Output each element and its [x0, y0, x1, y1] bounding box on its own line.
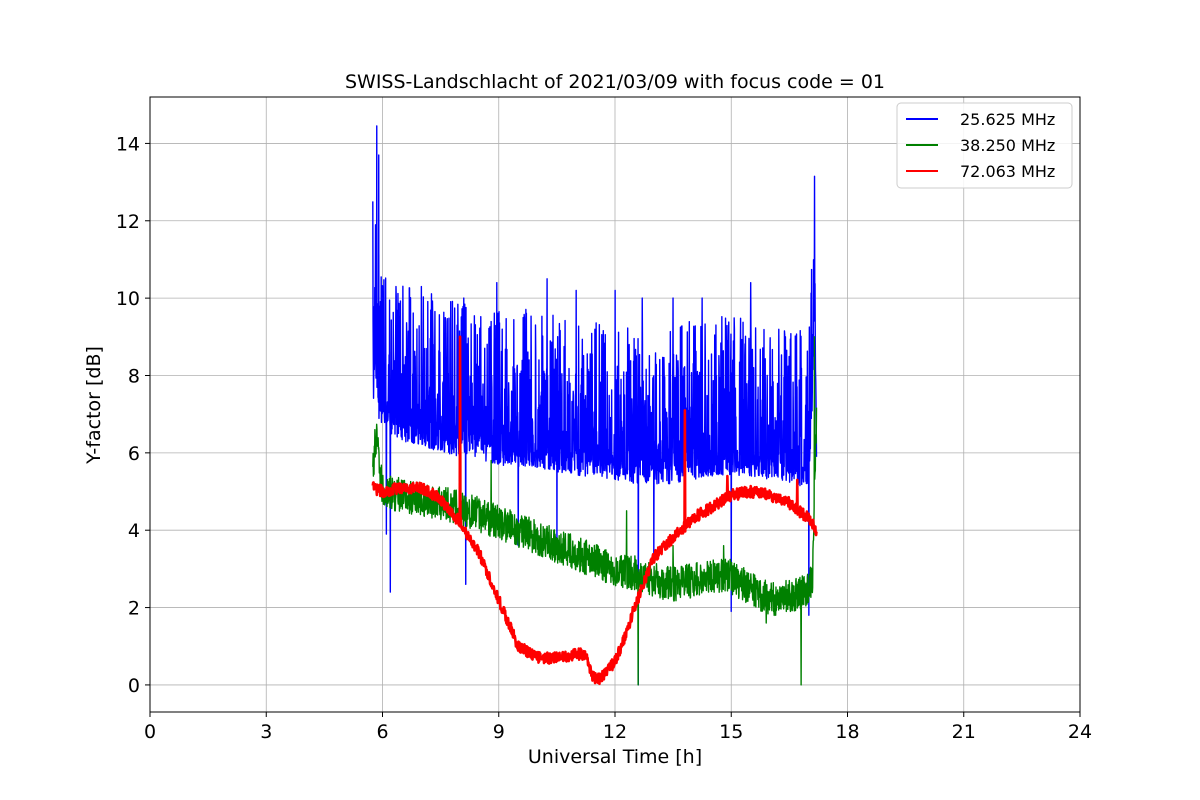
legend-label-1: 38.250 MHz [960, 136, 1055, 155]
x-tick-label: 24 [1068, 721, 1092, 743]
legend: 25.625 MHz 38.250 MHz 72.063 MHz [896, 102, 1073, 189]
x-tick-label: 21 [952, 721, 976, 743]
y-tick-label: 12 [116, 211, 140, 233]
y-tick-label: 4 [128, 520, 140, 542]
series-line-2 [371, 335, 818, 686]
x-tick-label: 6 [376, 721, 388, 743]
y-axis-label: Y-factor [dB] [83, 346, 105, 465]
x-tick-label: 0 [144, 721, 156, 743]
x-axis-label: Universal Time [h] [528, 746, 702, 768]
legend-box [896, 102, 1073, 189]
x-tick-label: 9 [493, 721, 505, 743]
y-tick-label: 2 [128, 598, 140, 620]
legend-label-0: 25.625 MHz [960, 110, 1055, 129]
legend-label-2: 72.063 MHz [960, 162, 1055, 181]
series-layer [371, 125, 818, 686]
y-tick-label: 8 [128, 365, 140, 387]
y-tick-label: 14 [116, 133, 140, 155]
y-tick-label: 0 [128, 675, 140, 697]
series-line-0 [372, 125, 818, 686]
x-tick-label: 15 [719, 721, 743, 743]
x-tick-label: 12 [603, 721, 627, 743]
y-tick-label: 6 [128, 443, 140, 465]
x-tick-label: 18 [835, 721, 859, 743]
chart-title: SWISS-Landschlacht of 2021/03/09 with fo… [345, 71, 885, 93]
y-tick-label: 10 [116, 288, 140, 310]
x-tick-label: 3 [260, 721, 272, 743]
